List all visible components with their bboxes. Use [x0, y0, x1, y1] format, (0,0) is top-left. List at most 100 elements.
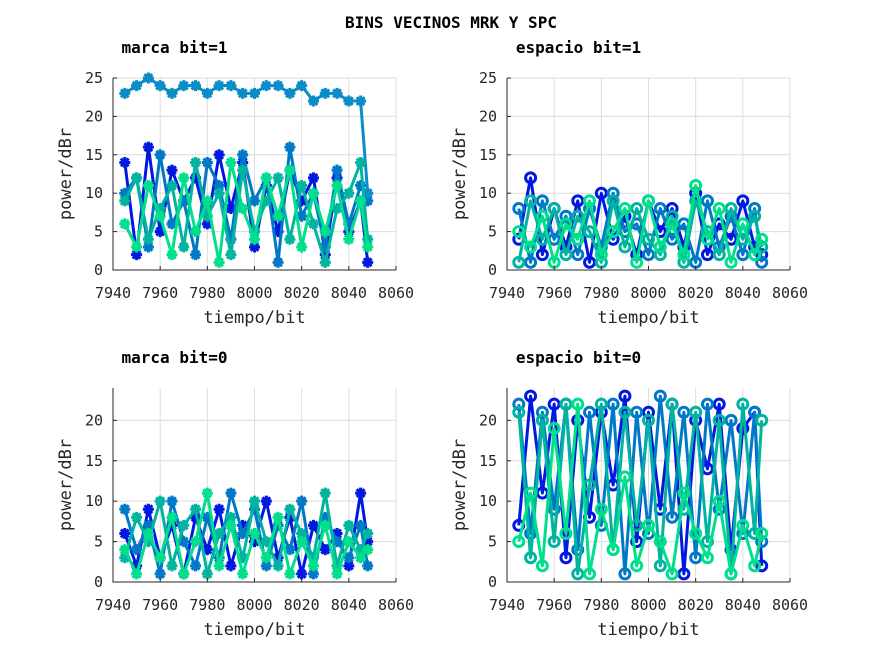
- data-point: [296, 568, 308, 580]
- data-point: [331, 528, 343, 539]
- data-point: [606, 397, 620, 411]
- data-point: [201, 511, 213, 523]
- data-point: [689, 179, 703, 193]
- data-point: [712, 397, 726, 411]
- data-point: [355, 487, 367, 499]
- y-tick-label: 0: [94, 261, 103, 279]
- data-point: [296, 180, 308, 192]
- data-point: [154, 149, 166, 161]
- data-point: [178, 241, 190, 253]
- data-point: [272, 172, 284, 184]
- data-point: [225, 249, 237, 261]
- data-point: [249, 87, 260, 99]
- data-point: [677, 248, 691, 262]
- data-point: [119, 187, 131, 199]
- data-point: [178, 195, 190, 207]
- y-tick-label: 5: [94, 223, 103, 241]
- data-point: [559, 217, 573, 231]
- data-point: [296, 536, 308, 548]
- data-point: [296, 210, 308, 222]
- x-tick-label: 8000: [236, 284, 272, 302]
- data-point: [296, 495, 308, 507]
- x-tick-label: 8000: [630, 596, 666, 614]
- data-point: [249, 495, 260, 507]
- data-point: [307, 552, 319, 564]
- data-point: [630, 202, 644, 216]
- x-axis-label: tiempo/bit: [203, 308, 305, 328]
- data-point: [618, 405, 632, 419]
- data-point: [355, 519, 367, 531]
- data-point: [201, 487, 213, 499]
- x-tick-label: 7980: [189, 284, 225, 302]
- data-point: [142, 528, 154, 539]
- panel-title: espacio bit=0: [516, 348, 641, 367]
- data-point: [712, 413, 726, 427]
- data-point: [547, 421, 561, 435]
- data-point: [755, 232, 769, 246]
- data-point: [307, 218, 319, 230]
- data-point: [119, 544, 131, 556]
- data-point: [512, 225, 526, 239]
- data-point: [700, 535, 714, 549]
- data-point: [642, 248, 655, 262]
- y-tick-label: 5: [488, 223, 497, 241]
- data-point: [712, 248, 726, 262]
- data-point: [724, 202, 738, 216]
- x-tick-label: 8020: [284, 596, 320, 614]
- data-point: [355, 156, 367, 168]
- data-point: [362, 536, 374, 548]
- data-point: [653, 202, 667, 216]
- data-point: [260, 195, 272, 207]
- data-point: [653, 535, 667, 549]
- data-point: [201, 568, 213, 580]
- data-point: [748, 202, 762, 216]
- data-point: [355, 95, 367, 107]
- data-point: [736, 217, 750, 231]
- x-tick-label: 7940: [489, 284, 525, 302]
- data-point: [142, 233, 154, 245]
- data-point: [225, 203, 237, 215]
- data-point: [343, 187, 355, 199]
- x-tick-label: 8060: [378, 596, 414, 614]
- data-point: [190, 249, 202, 261]
- data-point: [237, 164, 249, 176]
- data-point: [201, 195, 213, 207]
- y-tick-label: 0: [94, 573, 103, 591]
- data-point: [213, 80, 225, 92]
- data-point: [689, 194, 703, 208]
- data-point: [237, 519, 249, 531]
- data-point: [213, 187, 225, 199]
- data-point: [131, 172, 143, 184]
- data-point: [606, 186, 620, 200]
- data-point: [260, 80, 272, 92]
- series-line: [123, 76, 370, 194]
- data-point: [689, 405, 703, 419]
- data-point: [535, 559, 549, 573]
- data-point: [712, 494, 726, 508]
- panel-1: 7940 7960 7980 8000 8020 8040 8060 0 5 10 15 20 25 ti…: [56, 38, 414, 328]
- data-point: [524, 240, 538, 254]
- data-point: [213, 528, 225, 539]
- data-point: [571, 194, 585, 208]
- data-point: [343, 552, 355, 564]
- y-axis-label: power/dBr: [56, 128, 76, 220]
- data-point: [512, 255, 526, 269]
- data-point: [736, 248, 750, 262]
- data-point: [547, 535, 561, 549]
- data-point: [142, 141, 154, 153]
- figure-title: BINS VECINOS MRK Y SPC: [345, 13, 557, 32]
- data-point: [284, 87, 296, 99]
- data-point: [748, 209, 762, 223]
- data-point: [748, 248, 762, 262]
- data-point: [343, 233, 355, 245]
- x-axis-label: tiempo/bit: [597, 308, 699, 328]
- data-point: [559, 248, 573, 262]
- data-point: [653, 240, 667, 254]
- data-point: [700, 397, 714, 411]
- data-point: [665, 217, 679, 231]
- data-point: [119, 503, 131, 515]
- x-tick-label: 8020: [678, 596, 714, 614]
- data-point: [225, 233, 237, 245]
- data-point: [524, 194, 538, 208]
- data-point: [249, 528, 260, 539]
